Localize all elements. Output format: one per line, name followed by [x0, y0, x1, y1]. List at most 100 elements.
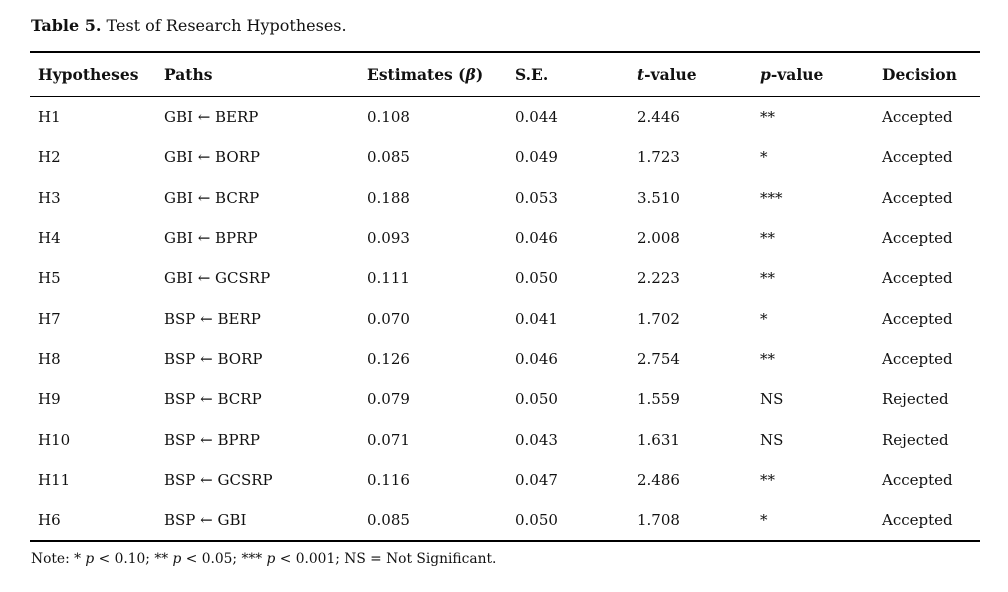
cell-se: 0.050	[515, 511, 558, 530]
cell-p-value: *	[760, 148, 768, 167]
cell-t-value: 1.723	[637, 148, 680, 167]
table-caption-text: Test of Research Hypotheses.	[101, 16, 347, 35]
cell-path: BSP ← BORP	[164, 349, 263, 368]
table-header-row: Hypotheses Paths Estimates (β) S.E. t-va…	[30, 52, 980, 97]
table-row: H2 GBI ← BORP 0.085 0.049 1.723 * Accept…	[30, 137, 980, 177]
cell-se: 0.041	[515, 309, 558, 328]
header-label: Decision	[882, 65, 957, 84]
note-text: < 0.05; ***	[181, 551, 267, 567]
cell-estimate: 0.085	[367, 148, 410, 167]
cell-t-value: 1.708	[637, 511, 680, 530]
table-note: Note: * p < 0.10; ** p < 0.05; *** p < 0…	[31, 551, 496, 567]
cell-t-value: 2.446	[637, 108, 680, 127]
table-row: H8 BSP ← BORP 0.126 0.046 2.754 ** Accep…	[30, 339, 980, 379]
cell-decision: Accepted	[882, 148, 953, 167]
col-header-t-value: t-value	[637, 52, 760, 97]
cell-se: 0.046	[515, 229, 558, 248]
col-header-p-value: p-value	[760, 52, 882, 97]
cell-path: GBI ← BPRP	[164, 229, 258, 248]
cell-path: BSP ← BCRP	[164, 390, 262, 409]
note-text: < 0.10; **	[94, 551, 173, 567]
cell-hypothesis: H7	[38, 309, 61, 328]
cell-decision: Rejected	[882, 390, 949, 409]
cell-decision: Accepted	[882, 349, 953, 368]
cell-t-value: 2.008	[637, 229, 680, 248]
cell-hypothesis: H11	[38, 470, 71, 489]
cell-t-value: 3.510	[637, 188, 680, 207]
cell-p-value: *	[760, 309, 768, 328]
cell-path: BSP ← BPRP	[164, 430, 260, 449]
cell-p-value: ***	[760, 188, 783, 207]
cell-path: GBI ← GCSRP	[164, 269, 271, 288]
cell-se: 0.046	[515, 349, 558, 368]
cell-p-value: **	[760, 229, 775, 248]
table-row: H4 GBI ← BPRP 0.093 0.046 2.008 ** Accep…	[30, 218, 980, 258]
cell-decision: Rejected	[882, 430, 949, 449]
cell-p-value: **	[760, 470, 775, 489]
cell-hypothesis: H3	[38, 188, 61, 207]
cell-hypothesis: H5	[38, 269, 61, 288]
note-text: Note: *	[31, 551, 86, 567]
cell-decision: Accepted	[882, 229, 953, 248]
cell-p-value: **	[760, 349, 775, 368]
cell-hypothesis: H8	[38, 349, 61, 368]
table-number: Table 5.	[31, 16, 102, 35]
t-symbol: t	[637, 65, 645, 84]
cell-p-value: **	[760, 269, 775, 288]
p-symbol: p	[172, 551, 182, 567]
cell-estimate: 0.188	[367, 188, 410, 207]
cell-decision: Accepted	[882, 188, 953, 207]
cell-path: BSP ← GCSRP	[164, 470, 273, 489]
col-header-paths: Paths	[164, 52, 367, 97]
header-label: S.E.	[515, 65, 549, 84]
cell-t-value: 1.559	[637, 390, 680, 409]
header-label: -value	[770, 65, 824, 84]
cell-decision: Accepted	[882, 470, 953, 489]
cell-se: 0.050	[515, 390, 558, 409]
cell-path: GBI ← BERP	[164, 108, 259, 127]
cell-decision: Accepted	[882, 269, 953, 288]
cell-hypothesis: H6	[38, 511, 61, 530]
cell-estimate: 0.108	[367, 108, 410, 127]
cell-t-value: 1.631	[637, 430, 680, 449]
p-symbol: p	[760, 65, 771, 84]
cell-p-value: NS	[760, 430, 784, 449]
table-body: H1 GBI ← BERP 0.108 0.044 2.446 ** Accep…	[30, 97, 980, 542]
col-header-decision: Decision	[882, 52, 980, 97]
cell-hypothesis: H4	[38, 229, 61, 248]
beta-symbol: β	[465, 65, 476, 84]
table-row: H7 BSP ← BERP 0.070 0.041 1.702 * Accept…	[30, 298, 980, 338]
table-row: H1 GBI ← BERP 0.108 0.044 2.446 ** Accep…	[30, 97, 980, 138]
table-row: H3 GBI ← BCRP 0.188 0.053 3.510 *** Acce…	[30, 178, 980, 218]
cell-estimate: 0.071	[367, 430, 410, 449]
cell-p-value: NS	[760, 390, 784, 409]
cell-decision: Accepted	[882, 108, 953, 127]
col-header-se: S.E.	[515, 52, 637, 97]
cell-estimate: 0.079	[367, 390, 410, 409]
header-label: -value	[644, 65, 697, 84]
cell-estimate: 0.116	[367, 470, 410, 489]
cell-t-value: 2.486	[637, 470, 680, 489]
table-header: Hypotheses Paths Estimates (β) S.E. t-va…	[30, 52, 980, 97]
table-row: H11 BSP ← GCSRP 0.116 0.047 2.486 ** Acc…	[30, 460, 980, 500]
cell-path: GBI ← BCRP	[164, 188, 260, 207]
cell-t-value: 2.223	[637, 269, 680, 288]
cell-estimate: 0.070	[367, 309, 410, 328]
cell-hypothesis: H1	[38, 108, 61, 127]
cell-decision: Accepted	[882, 309, 953, 328]
header-label: Paths	[164, 65, 213, 84]
header-label: Estimates (	[367, 65, 466, 84]
cell-se: 0.043	[515, 430, 558, 449]
table-row: H10 BSP ← BPRP 0.071 0.043 1.631 NS Reje…	[30, 419, 980, 459]
header-label: Hypotheses	[38, 65, 139, 84]
cell-path: BSP ← GBI	[164, 511, 247, 530]
table-caption: Table 5. Test of Research Hypotheses.	[31, 16, 347, 35]
cell-hypothesis: H10	[38, 430, 71, 449]
cell-hypothesis: H9	[38, 390, 61, 409]
cell-t-value: 1.702	[637, 309, 680, 328]
cell-hypothesis: H2	[38, 148, 61, 167]
cell-estimate: 0.111	[367, 269, 410, 288]
p-symbol: p	[85, 551, 95, 567]
cell-se: 0.053	[515, 188, 558, 207]
